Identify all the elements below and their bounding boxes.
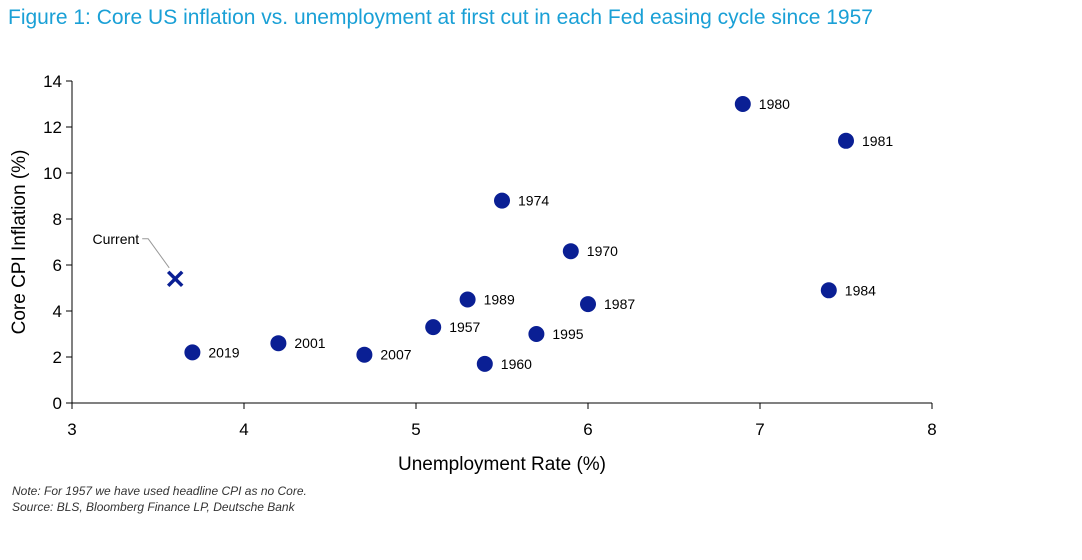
- x-tick-label: 6: [583, 420, 592, 439]
- data-point-2007: [356, 346, 373, 363]
- data-label-1981: 1981: [862, 133, 893, 149]
- data-label-1984: 1984: [845, 282, 876, 298]
- x-tick-label: 4: [239, 420, 248, 439]
- y-tick-label: 8: [53, 210, 62, 229]
- current-marker-stroke-b: [166, 270, 184, 288]
- data-label-1995: 1995: [552, 326, 583, 342]
- footnote: Note: For 1957 we have used headline CPI…: [12, 484, 307, 498]
- y-tick-label: 0: [53, 394, 62, 413]
- data-point-1987: [580, 296, 596, 313]
- data-label-1970: 1970: [587, 243, 618, 259]
- data-point-1960: [476, 355, 493, 372]
- y-tick-label: 2: [53, 348, 62, 367]
- x-axis-title: Unemployment Rate (%): [398, 454, 606, 475]
- data-label-2001: 2001: [294, 335, 325, 351]
- data-point-2019: [184, 344, 201, 361]
- y-tick-label: 14: [43, 72, 62, 91]
- data-point-1957: [425, 319, 442, 336]
- y-tick-label: 4: [53, 302, 62, 321]
- data-label-1974: 1974: [518, 193, 549, 209]
- data-point-1995: [528, 326, 545, 342]
- data-point-1989: [459, 291, 476, 308]
- y-tick-label: 10: [43, 164, 62, 183]
- y-axis-title: Core CPI Inflation (%): [9, 150, 30, 335]
- data-label-1989: 1989: [484, 292, 515, 308]
- y-tick-label: 12: [43, 118, 62, 137]
- current-label: Current: [93, 231, 140, 247]
- y-tick-label: 6: [53, 256, 62, 275]
- x-tick-label: 5: [411, 420, 420, 439]
- data-point-2001: [270, 335, 287, 352]
- source-note: Source: BLS, Bloomberg Finance LP, Deuts…: [12, 500, 295, 514]
- x-tick-label: 7: [755, 420, 764, 439]
- data-label-1957: 1957: [449, 319, 480, 335]
- axes: 3 4 5 6 7 8 0 2 4 6 8 10 12 14: [43, 72, 937, 439]
- data-point-1980: [734, 96, 751, 112]
- data-label-1987: 1987: [604, 296, 635, 312]
- data-point-1970: [562, 243, 579, 260]
- x-tick-label: 3: [67, 420, 76, 439]
- figure-title: Figure 1: Core US inflation vs. unemploy…: [8, 6, 873, 29]
- data-label-1960: 1960: [501, 356, 532, 372]
- data-label-2007: 2007: [380, 347, 411, 363]
- current-leader-line: [142, 238, 170, 269]
- data-label-2019: 2019: [208, 344, 239, 360]
- data-points: 1980 1981 1974 1970 1984 1989 1987 1957 1995 2001…: [93, 96, 893, 372]
- data-label-1980: 1980: [759, 96, 790, 112]
- data-point-1974: [494, 192, 510, 209]
- data-point-1981: [838, 132, 854, 149]
- x-tick-label: 8: [927, 420, 936, 439]
- data-point-1984: [820, 282, 837, 299]
